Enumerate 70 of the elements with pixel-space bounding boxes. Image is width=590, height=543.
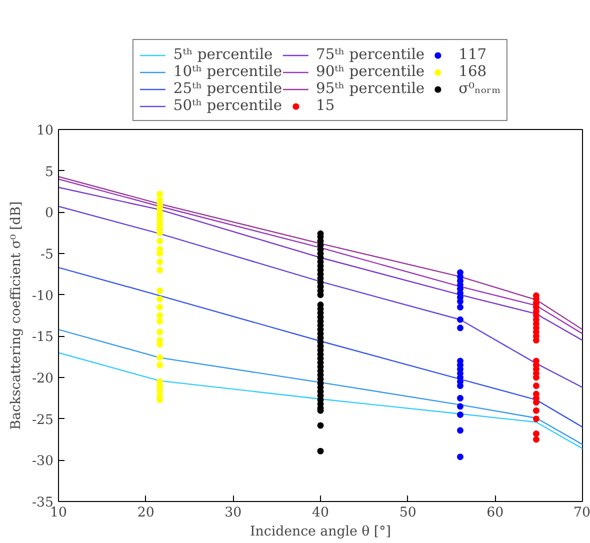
- point: [456, 298, 464, 305]
- point: [156, 250, 164, 257]
- y-tick-label: 10: [36, 124, 54, 138]
- point: [156, 304, 164, 310]
- x-tick-label: 20: [137, 506, 154, 520]
- legend-label: 15: [316, 97, 336, 114]
- legend-label: 95ᵗʰ percentile: [316, 80, 425, 97]
- point: [156, 258, 164, 266]
- x-tick-label: 30: [224, 506, 242, 520]
- legend-label: 10ᵗʰ percentile: [173, 63, 282, 80]
- y-tick-label: -5: [40, 248, 54, 262]
- y-tick-label: -25: [32, 412, 54, 428]
- point: [317, 292, 324, 298]
- point: [156, 266, 164, 274]
- point: [532, 436, 540, 443]
- point: [456, 454, 464, 460]
- point: [156, 396, 164, 404]
- legend-label: 168: [458, 63, 487, 80]
- point: [156, 341, 164, 348]
- y-tick-label: -30: [32, 454, 54, 470]
- point: [532, 337, 540, 344]
- point: [532, 407, 540, 414]
- legend-label: 117: [458, 46, 487, 63]
- y-tick-label: -20: [32, 372, 54, 386]
- legend-label: 75ᵗʰ percentile: [316, 46, 425, 63]
- point: [156, 190, 164, 198]
- point: [156, 386, 164, 394]
- x-tick-label: 50: [399, 506, 416, 520]
- x-tick-label: 40: [312, 506, 329, 520]
- legend-label: 5ᵗʰ percentile: [173, 46, 273, 63]
- x-tick-label: 70: [574, 506, 590, 520]
- y-tick-label: 5: [45, 164, 54, 180]
- point: [156, 287, 164, 294]
- y-tick-label: -15: [32, 330, 54, 346]
- legend-label: 25ᵗʰ percentile: [173, 80, 282, 97]
- legend-label: σ⁰ₙₒᵣₘ: [458, 80, 501, 97]
- point: [456, 394, 464, 402]
- legend-label: 50ᵗʰ percentile: [173, 97, 282, 114]
- y-axis-title: Backscattering coefficient σ⁰ [dB]: [9, 201, 24, 430]
- point: [156, 328, 164, 336]
- x-tick-label: 60: [486, 506, 504, 520]
- point: [456, 403, 464, 410]
- y-tick-label: -10: [32, 288, 54, 304]
- point: [532, 399, 540, 406]
- point: [532, 374, 540, 381]
- line-series: [58, 352, 582, 450]
- point: [156, 318, 164, 325]
- point: [156, 238, 164, 244]
- line-series: [58, 328, 582, 446]
- point: [317, 448, 324, 454]
- point: [156, 362, 164, 368]
- point: [156, 230, 164, 236]
- point: [456, 304, 464, 310]
- point: [456, 411, 464, 418]
- point: [156, 296, 164, 302]
- point: [532, 382, 540, 390]
- point: [532, 430, 540, 437]
- y-tick-label: 0: [45, 206, 54, 222]
- line-series: [58, 206, 582, 388]
- x-axis-title: Incidence angle θ [°]: [250, 524, 391, 540]
- point: [456, 316, 464, 323]
- point: [156, 354, 164, 361]
- point: [456, 382, 464, 390]
- point: [156, 312, 164, 319]
- point: [317, 422, 324, 429]
- legend-label: 90ᵗʰ percentile: [316, 63, 425, 80]
- point: [456, 324, 464, 332]
- point: [456, 427, 464, 434]
- line-series: [58, 266, 582, 428]
- point: [532, 416, 540, 422]
